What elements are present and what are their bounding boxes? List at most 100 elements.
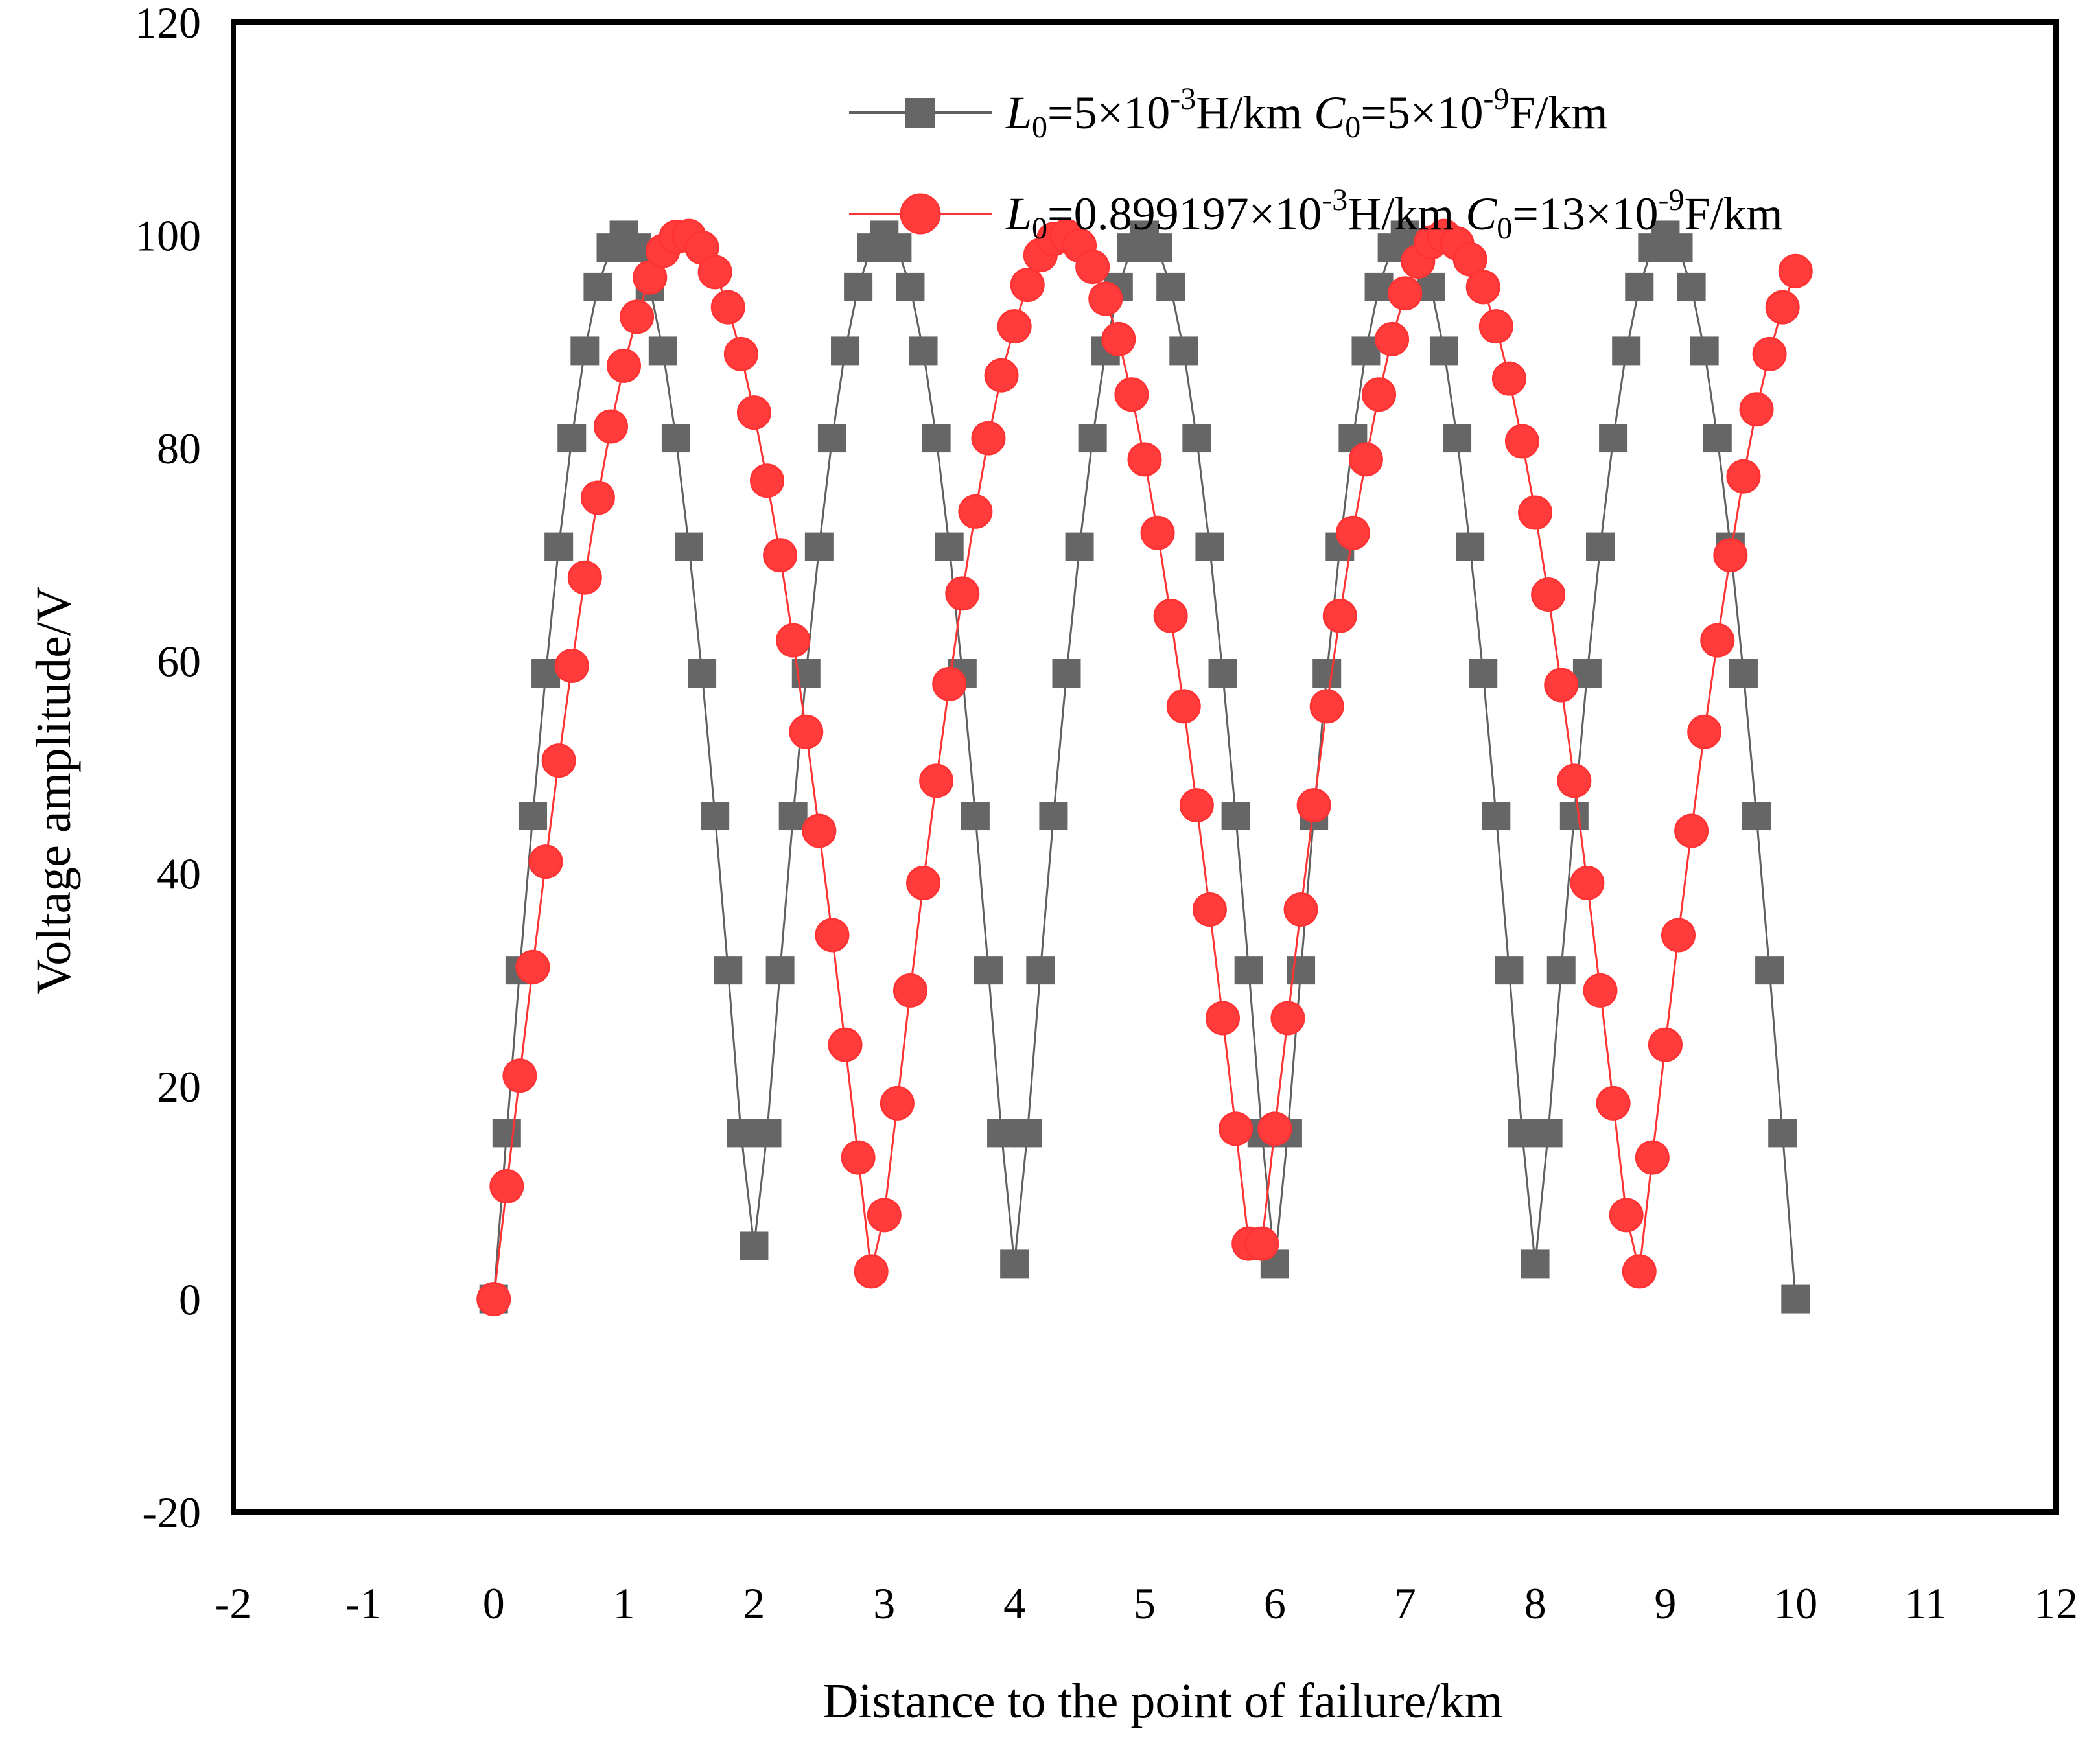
data-point	[1664, 233, 1693, 262]
data-point	[620, 299, 655, 334]
data-point	[1221, 802, 1250, 831]
data-point	[854, 1254, 889, 1289]
data-point	[1768, 1119, 1797, 1148]
data-point	[1026, 956, 1055, 985]
data-point	[1456, 532, 1485, 561]
data-point	[1000, 1249, 1029, 1279]
x-tick-label: 8	[1524, 1579, 1546, 1628]
data-point	[974, 956, 1003, 985]
data-point	[1309, 689, 1344, 724]
data-point	[906, 865, 941, 900]
data-point	[1143, 233, 1172, 262]
data-point	[867, 1198, 902, 1233]
data-point	[1153, 598, 1188, 633]
data-point	[1140, 515, 1175, 550]
data-point	[883, 233, 912, 262]
x-tick-label: 3	[873, 1579, 895, 1628]
data-point	[1208, 658, 1237, 688]
data-point	[945, 576, 980, 611]
data-point	[1677, 272, 1706, 301]
x-tick-label: 5	[1134, 1579, 1156, 1628]
data-point	[1244, 1226, 1279, 1261]
data-point	[1469, 658, 1498, 688]
data-point	[919, 763, 954, 798]
data-point	[1521, 1249, 1550, 1279]
data-point	[1270, 1001, 1305, 1036]
data-point	[1013, 1119, 1042, 1148]
y-tick-label: 100	[135, 211, 201, 260]
data-point	[1375, 321, 1410, 356]
data-point	[1156, 272, 1185, 301]
data-point	[1296, 788, 1331, 823]
y-tick-label: 20	[157, 1062, 201, 1111]
data-point	[922, 424, 951, 453]
data-point	[1544, 668, 1579, 703]
x-tick-label: -1	[345, 1579, 382, 1628]
data-point	[804, 532, 834, 561]
x-tick-label: -2	[215, 1579, 252, 1628]
data-point	[1661, 918, 1696, 953]
data-point	[723, 336, 758, 371]
data-point	[1452, 242, 1488, 277]
data-point	[1052, 658, 1081, 688]
data-point	[1495, 956, 1524, 985]
data-point	[1075, 250, 1110, 285]
data-point	[802, 813, 837, 848]
data-point	[1778, 253, 1813, 288]
legend-marker-series-1	[905, 98, 935, 128]
data-point	[1169, 336, 1198, 366]
data-point	[1586, 532, 1615, 561]
data-point	[570, 336, 600, 366]
data-point	[896, 272, 925, 301]
data-point	[1570, 865, 1605, 900]
x-tick-label: 11	[1904, 1579, 1946, 1628]
x-tick-label: 4	[1003, 1579, 1025, 1628]
data-point	[1518, 495, 1553, 530]
data-point	[1703, 424, 1732, 453]
data-point	[1206, 1001, 1241, 1036]
y-tick-label: 0	[179, 1275, 201, 1325]
data-point	[831, 336, 860, 366]
data-point	[1557, 763, 1592, 798]
data-point	[1755, 956, 1784, 985]
y-tick-label: -20	[142, 1488, 201, 1537]
data-point	[1127, 442, 1162, 477]
data-point	[1648, 1027, 1683, 1062]
data-point	[815, 918, 850, 953]
data-point	[1713, 538, 1748, 573]
data-point	[1195, 532, 1224, 561]
data-point	[554, 648, 589, 683]
data-point	[789, 714, 824, 749]
data-point	[544, 532, 574, 561]
y-tick-label: 60	[157, 636, 201, 686]
data-point	[675, 532, 703, 561]
data-point	[489, 1169, 524, 1204]
data-point	[697, 255, 732, 290]
data-point	[1065, 532, 1094, 561]
data-point	[1508, 1119, 1537, 1148]
data-point	[607, 348, 642, 383]
data-point	[828, 1027, 863, 1062]
data-point	[1729, 658, 1758, 688]
data-point	[528, 844, 563, 879]
data-point	[518, 802, 547, 831]
data-point	[1482, 802, 1511, 831]
data-point	[1612, 336, 1641, 366]
data-point	[1739, 392, 1774, 427]
data-point	[661, 424, 690, 453]
data-point	[1609, 1198, 1644, 1233]
data-point	[1504, 424, 1539, 459]
data-point	[1429, 336, 1458, 366]
data-point	[971, 421, 1006, 456]
data-point	[1322, 598, 1357, 633]
data-point	[1362, 377, 1397, 412]
data-point	[1478, 309, 1513, 344]
data-point	[688, 658, 717, 688]
data-point	[987, 1119, 1016, 1148]
data-point	[984, 358, 1019, 393]
data-point	[1546, 956, 1576, 985]
data-point	[841, 1140, 876, 1175]
data-point	[580, 480, 615, 515]
data-point	[736, 395, 771, 430]
legend-label-series-2: L0=0.899197×10-3H/km C0=13×10-9F/km	[1005, 183, 1783, 246]
